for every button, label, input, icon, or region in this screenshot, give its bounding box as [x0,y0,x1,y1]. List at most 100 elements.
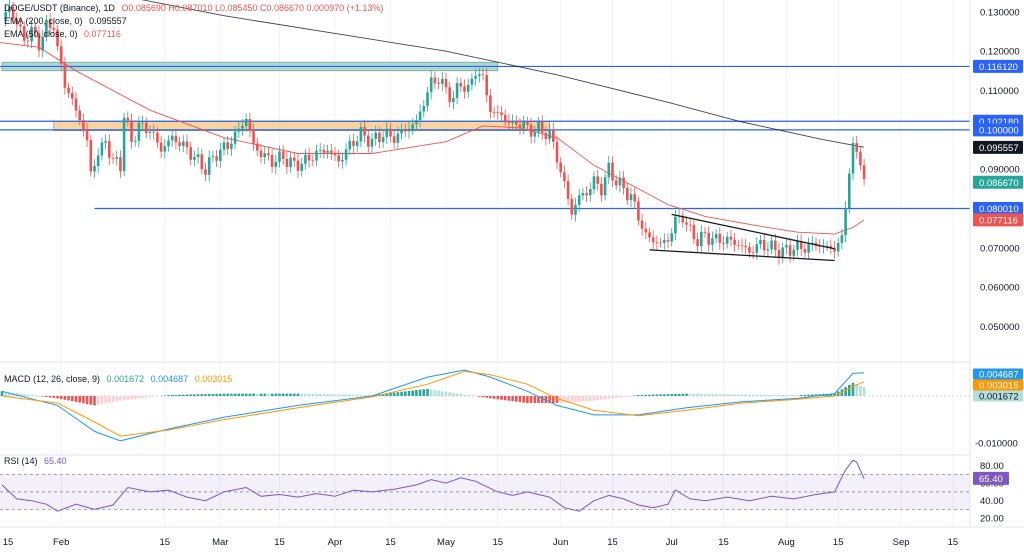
price-badge-label: 0.086670 [979,178,1019,189]
macd-histogram-bar [211,393,215,396]
price-axis[interactable]: 0.130000 0.120000 0.110000 0.100000 0.090000… [969,0,1023,527]
macd-histogram-bar [330,394,333,396]
candle-body [82,120,85,131]
candle-body [448,87,451,103]
candle-body [426,92,429,106]
candle-body [96,155,100,167]
candle-body [189,147,192,160]
macd-histogram-bar [322,394,326,396]
macd-histogram-bar [267,393,270,396]
macd-histogram-bar [152,395,155,397]
candle-body [751,252,755,254]
macd-histogram-bar [433,390,437,396]
candle-body [733,239,736,245]
macd-histogram-bar [711,394,714,396]
candle-body [574,204,577,215]
candle-body [759,239,762,245]
macd-histogram-bar [348,394,352,396]
candle-body [418,111,422,121]
macd-histogram-bar [96,395,100,405]
ema50-legend[interactable]: EMA (50, close, 0) 0.077116 [4,29,121,39]
macd-histogram-bar [237,393,241,396]
macd-histogram-bar [807,394,810,396]
macd-histogram-bar [703,393,707,396]
ema200-legend[interactable]: EMA (200, close, 0) 0.095557 [4,16,127,26]
candle-body [274,161,278,167]
rsi-legend[interactable]: RSI (14) 65.40 [4,456,67,466]
candle-body [370,138,374,147]
macd-histogram-bar [700,393,703,396]
macd-histogram-bar [219,393,222,396]
macd-legend[interactable]: MACD (12, 26, close, 9) 0.001672 0.00468… [4,374,232,384]
candle-body [611,162,614,181]
macd-histogram-bar [19,393,22,396]
candle-body [56,29,59,47]
ema200-line [140,0,865,148]
macd-histogram-bar [637,395,640,396]
macd-histogram-bar [200,394,204,396]
macd-histogram-bar [581,395,585,402]
candle-body [503,114,507,122]
candle-body [729,236,733,240]
candle-body [748,247,751,253]
price-tick-label: 0.120000 [980,47,1020,58]
macd-histogram-bar [355,394,359,396]
candle-body [52,27,56,30]
rsi-pane [0,459,970,512]
candle-body [22,26,26,41]
candle-body [478,74,481,77]
macd-histogram-bar [570,395,574,403]
macd-histogram-bar [503,395,507,401]
macd-histogram-bar [592,395,596,401]
candle-body [589,189,592,196]
macd-histogram-bar [848,384,851,396]
macd-histogram-bar [718,394,722,396]
candle-body [737,244,740,246]
macd-histogram-bar [788,394,792,396]
time-axis[interactable]: 15 Feb 15 Mar 15 Apr 15 May 15 Jun 15 Jul 15 Aug 15 Sep… [0,526,1024,548]
candle-body [300,163,303,171]
macd-histogram-bar [230,393,233,396]
price-badge-label: 0.077116 [979,215,1018,226]
macd-histogram-bar [529,395,533,404]
price-tick-label: 0.050000 [980,322,1020,333]
level-badge [973,59,1023,73]
candle-body [100,142,104,156]
macd-histogram-bar [115,395,118,402]
candle-body [259,150,263,157]
macd-histogram-bar [463,394,466,396]
macd-histogram-bar [241,393,244,396]
time-tick-label: Jun [553,537,568,548]
candle-body [152,131,155,133]
price-tick-label: 0.110000 [980,86,1019,97]
candle-body [844,208,847,236]
candle-body [374,132,377,139]
macd-histogram-bar [681,393,685,396]
macd-histogram-bar [411,390,414,396]
macd-histogram-bar [729,394,733,396]
candle-body [367,135,370,147]
candle-body [355,141,359,146]
candle-body [204,169,207,175]
candle-body [4,11,7,20]
macd-histogram-bar [644,394,648,396]
candle-body [522,122,525,129]
candle-body [500,112,503,115]
candle-body [836,242,840,252]
macd-histogram-bar [93,395,96,406]
macd-histogram-bar [418,389,422,396]
candle-body [474,76,477,79]
time-tick-label: 15 [833,537,844,548]
candle-body [196,154,200,158]
macd-histogram-bar [41,395,44,397]
macd-histogram-bar [141,395,144,399]
macd-histogram-bar [811,394,814,396]
candle-body [219,149,222,161]
rsi-line [1,459,865,512]
macd-legend-text: MACD (12, 26, close, 9) 0.001672 0.00468… [4,374,232,384]
macd-histogram-bar [607,395,611,399]
candle-body [71,93,74,99]
price-tick-label: 0.090000 [980,165,1020,176]
macd-histogram-bar [492,395,496,399]
